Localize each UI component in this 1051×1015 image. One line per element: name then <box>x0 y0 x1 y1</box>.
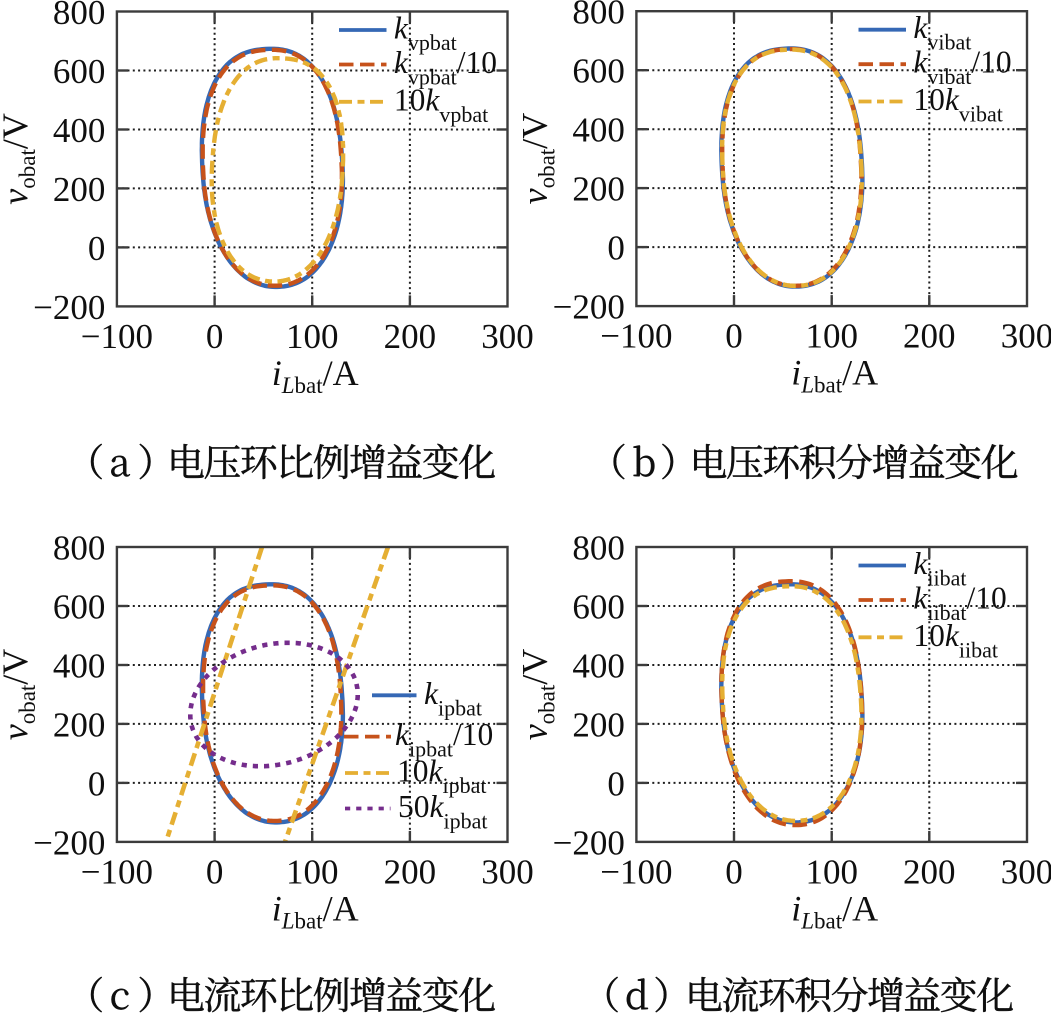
svg-text:400: 400 <box>572 647 625 686</box>
svg-text:kvibat: kvibat <box>913 10 971 55</box>
svg-text:100: 100 <box>805 852 858 891</box>
svg-text:400: 400 <box>572 111 625 150</box>
svg-text:300: 300 <box>1001 317 1051 356</box>
svg-text:iLbat/A: iLbat/A <box>272 353 359 398</box>
svg-text:600: 600 <box>53 52 106 91</box>
svg-text:300: 300 <box>481 852 534 891</box>
svg-text:−200: −200 <box>553 288 625 327</box>
svg-text:200: 200 <box>572 705 625 744</box>
svg-text:400: 400 <box>53 111 106 150</box>
svg-text:0: 0 <box>206 317 224 356</box>
svg-text:300: 300 <box>481 317 534 356</box>
svg-text:200: 200 <box>572 170 625 209</box>
svg-text:0: 0 <box>725 317 743 356</box>
svg-text:kiibat/10: kiibat/10 <box>913 581 1006 626</box>
svg-text:0: 0 <box>607 764 625 803</box>
svg-text:200: 200 <box>384 852 437 891</box>
svg-text:200: 200 <box>903 852 956 891</box>
svg-text:iLbat/A: iLbat/A <box>791 353 878 398</box>
svg-text:kvpbat/10: kvpbat/10 <box>394 45 497 90</box>
svg-text:−200: −200 <box>33 288 105 327</box>
svg-text:0: 0 <box>88 229 106 268</box>
svg-text:vobat/V: vobat/V <box>0 649 40 741</box>
svg-text:800: 800 <box>572 0 625 32</box>
svg-text:100: 100 <box>805 317 858 356</box>
svg-text:600: 600 <box>53 588 106 627</box>
svg-text:0: 0 <box>88 764 106 803</box>
svg-text:10kipbat: 10kipbat <box>397 754 486 799</box>
svg-text:10kvibat: 10kvibat <box>913 82 1002 127</box>
svg-text:−100: −100 <box>600 852 672 891</box>
svg-text:iLbat/A: iLbat/A <box>272 888 359 933</box>
svg-text:200: 200 <box>53 170 106 209</box>
svg-text:200: 200 <box>53 705 106 744</box>
svg-text:vobat/V: vobat/V <box>514 113 559 205</box>
svg-text:800: 800 <box>53 529 106 568</box>
svg-text:−200: −200 <box>33 823 105 862</box>
svg-text:100: 100 <box>286 317 339 356</box>
svg-text:800: 800 <box>53 0 106 32</box>
svg-text:10kiibat: 10kiibat <box>913 618 998 663</box>
svg-text:−100: −100 <box>81 852 153 891</box>
svg-text:kvibat/10: kvibat/10 <box>913 45 1011 90</box>
svg-text:−100: −100 <box>600 317 672 356</box>
svg-text:300: 300 <box>1001 852 1051 891</box>
svg-text:600: 600 <box>572 52 625 91</box>
svg-text:vobat/V: vobat/V <box>514 649 559 741</box>
svg-text:0: 0 <box>725 852 743 891</box>
svg-text:100: 100 <box>286 852 339 891</box>
svg-text:200: 200 <box>384 317 437 356</box>
svg-text:vobat/V: vobat/V <box>0 113 40 205</box>
svg-text:800: 800 <box>572 529 625 568</box>
svg-text:kvpbat: kvpbat <box>394 11 457 56</box>
svg-text:0: 0 <box>607 229 625 268</box>
svg-text:−100: −100 <box>81 317 153 356</box>
svg-text:−200: −200 <box>553 823 625 862</box>
svg-text:50kipbat: 50kipbat <box>398 789 487 834</box>
svg-text:600: 600 <box>572 588 625 627</box>
svg-text:200: 200 <box>903 317 956 356</box>
svg-text:kiibat: kiibat <box>913 546 966 591</box>
svg-text:10kvpbat: 10kvpbat <box>394 82 488 127</box>
svg-text:iLbat/A: iLbat/A <box>791 888 878 933</box>
svg-text:kipbat: kipbat <box>424 676 482 721</box>
svg-text:400: 400 <box>53 647 106 686</box>
svg-text:kipbat/10: kipbat/10 <box>395 717 493 762</box>
svg-text:0: 0 <box>206 852 224 891</box>
